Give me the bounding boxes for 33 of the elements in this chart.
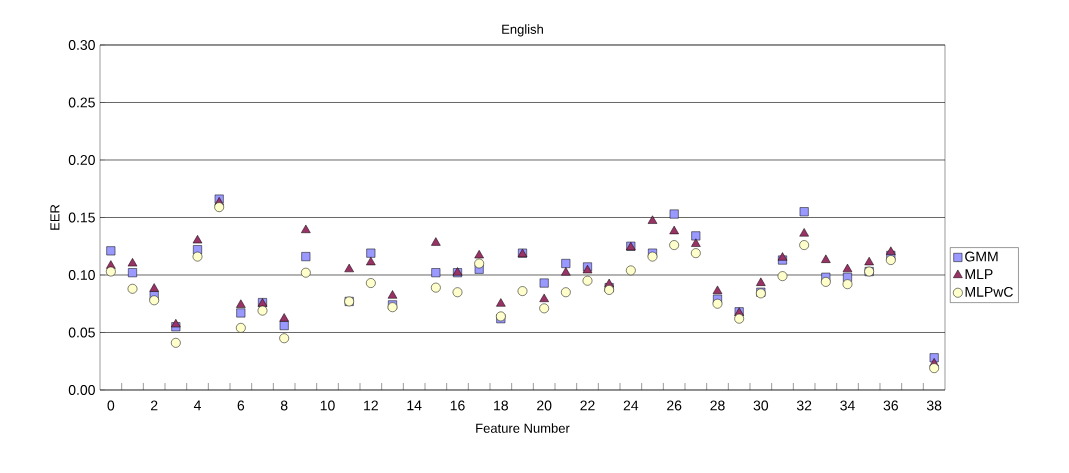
x-tick-label: 32 bbox=[796, 400, 812, 411]
y-tick-label: 0.30 bbox=[68, 40, 95, 50]
x-tick-label: 18 bbox=[494, 400, 509, 411]
x-axis-title: Feature Number bbox=[476, 423, 570, 433]
legend-label: GMM bbox=[965, 251, 998, 262]
x-tick-label: 10 bbox=[320, 400, 335, 411]
x-tick-label: 14 bbox=[407, 400, 422, 411]
x-tick-label: 8 bbox=[280, 400, 288, 411]
x-tick-label: 4 bbox=[193, 400, 201, 411]
y-axis-title: EER bbox=[50, 204, 60, 230]
x-tick-label: 26 bbox=[667, 400, 682, 411]
x-tick-label: 2 bbox=[150, 400, 158, 411]
y-tick-label: 0.10 bbox=[68, 270, 95, 280]
x-tick-label: 22 bbox=[580, 400, 595, 411]
legend-label: MLPwC bbox=[965, 286, 1013, 297]
chart-title: English bbox=[502, 24, 543, 37]
y-tick-label: 0.25 bbox=[68, 97, 95, 108]
x-tick-label: 0 bbox=[107, 400, 115, 411]
y-tick-label: 0.05 bbox=[68, 327, 95, 338]
x-tick-label: 20 bbox=[537, 400, 552, 411]
x-tick-label: 34 bbox=[840, 400, 855, 411]
x-tick-label: 6 bbox=[237, 400, 245, 411]
x-tick-label: 24 bbox=[623, 400, 639, 411]
x-tick-label: 38 bbox=[926, 400, 942, 411]
x-tick-label: 28 bbox=[710, 400, 725, 411]
y-tick-label: 0.00 bbox=[68, 385, 95, 395]
y-tick-label: 0.15 bbox=[68, 212, 95, 223]
x-tick-label: 12 bbox=[364, 400, 378, 411]
y-tick-label: 0.20 bbox=[68, 155, 95, 165]
x-tick-label: 30 bbox=[753, 400, 769, 411]
x-tick-label: 36 bbox=[883, 400, 898, 411]
x-tick-label: 16 bbox=[450, 400, 465, 411]
legend-label: MLP bbox=[965, 269, 993, 279]
